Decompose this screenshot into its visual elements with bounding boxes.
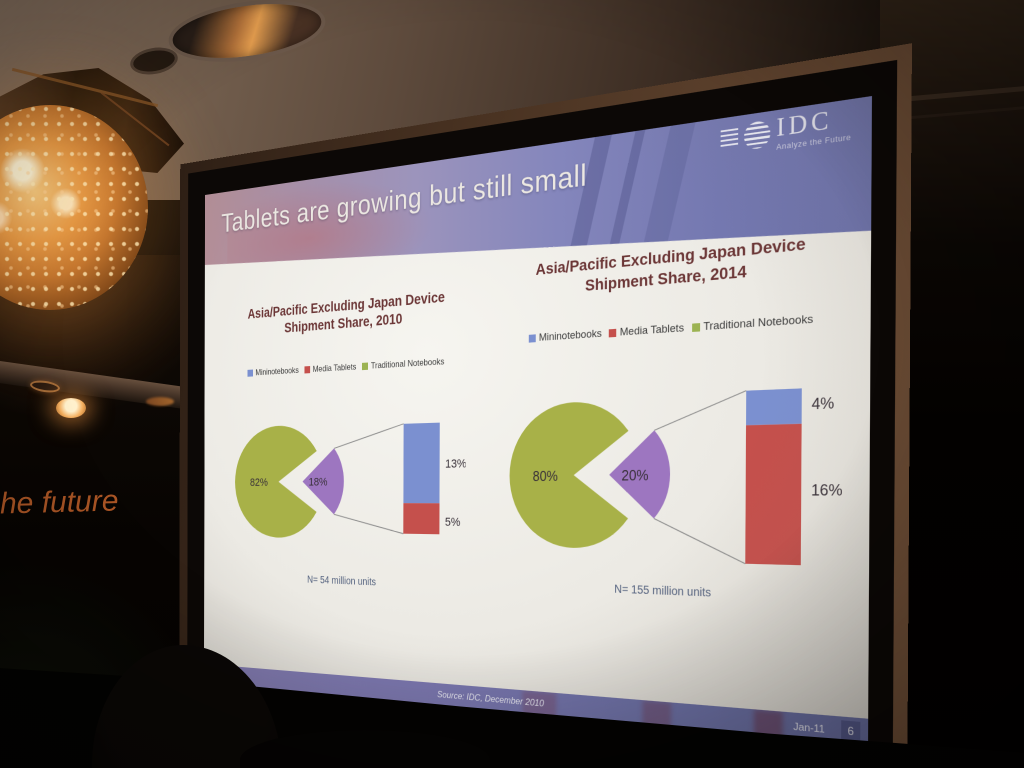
- bar-of-pie-chart-2010: 82% 18% 13% 5%: [234, 404, 466, 539]
- bar-segment-media-tablets: [403, 503, 440, 535]
- legend-swatch-traditional-notebooks-icon: [362, 361, 369, 370]
- projection-screen: IDC Analyze the Future Tablets are growi…: [179, 43, 912, 768]
- legend-item-mininotebooks: Mininotebooks: [528, 327, 602, 345]
- logo-text-block: IDC Analyze the Future: [776, 104, 851, 152]
- logo-stripes-icon: [721, 128, 739, 150]
- legend-item-media-tablets: Media Tablets: [609, 322, 684, 340]
- n-units-label-2010: N= 54 million units: [307, 574, 376, 589]
- bar-bottom-label: 5%: [445, 516, 461, 530]
- bar-bottom-label: 16%: [811, 483, 843, 500]
- pie-main-label: 82%: [250, 476, 268, 489]
- bar-top-label: 4%: [812, 396, 835, 413]
- legend-item-mininotebooks: Mininotebooks: [247, 364, 299, 378]
- bar-of-pie-chart-2014: 80% 20% 4% 16%: [509, 388, 843, 569]
- legend-item-traditional-notebooks: Traditional Notebooks: [691, 312, 814, 335]
- legend-swatch-media-tablets-icon: [304, 365, 311, 373]
- legend-swatch-mininotebooks-icon: [528, 334, 536, 343]
- connector-line: [334, 514, 403, 533]
- legend-label: Media Tablets: [312, 361, 357, 375]
- connector-line: [334, 424, 404, 449]
- legend-2014: Mininotebooks Media Tablets Traditional …: [489, 309, 866, 347]
- chandelier-crystals: [0, 105, 148, 310]
- connector-line: [654, 391, 746, 431]
- banner-text: he future: [0, 484, 119, 521]
- wall-light-bright: [56, 398, 86, 418]
- footer-date: Jan-11: [793, 719, 825, 736]
- legend-item-traditional-notebooks: Traditional Notebooks: [362, 356, 444, 371]
- legend-swatch-traditional-notebooks-icon: [691, 323, 700, 332]
- slide: IDC Analyze the Future Tablets are growi…: [204, 95, 872, 749]
- pie-slice-traditional-notebooks: [234, 424, 317, 539]
- footer-page-number: 6: [841, 720, 861, 743]
- connector-line: [654, 518, 746, 563]
- globe-icon: [744, 120, 770, 151]
- legend-label: Traditional Notebooks: [370, 355, 445, 371]
- pie-other-label: 18%: [309, 476, 328, 489]
- legend-2010: Mininotebooks Media Tablets Traditional …: [212, 353, 489, 380]
- pie-main-label: 80%: [533, 470, 558, 485]
- header-streak: [607, 130, 645, 257]
- logo-wordmark: IDC: [776, 104, 833, 143]
- legend-swatch-mininotebooks-icon: [247, 369, 254, 377]
- pie-other-label: 20%: [621, 469, 648, 485]
- legend-label: Mininotebooks: [538, 327, 602, 345]
- bar-segment-mininotebooks: [403, 422, 440, 504]
- legend-label: Mininotebooks: [255, 364, 299, 378]
- n-units-label-2014: N= 155 million units: [614, 583, 712, 601]
- chart-title-2010: Asia/Pacific Excluding Japan Device Ship…: [218, 286, 481, 343]
- bar-top-label: 13%: [445, 457, 466, 471]
- wall-light-dim: [146, 397, 174, 406]
- bar-segment-mininotebooks: [746, 388, 802, 426]
- bar-segment-media-tablets: [745, 423, 802, 566]
- legend-item-media-tablets: Media Tablets: [304, 361, 356, 374]
- header-streak: [567, 135, 612, 261]
- legend-label: Traditional Notebooks: [703, 312, 814, 334]
- header-streak: [641, 122, 695, 253]
- legend-swatch-media-tablets-icon: [609, 328, 617, 338]
- legend-label: Media Tablets: [619, 321, 685, 340]
